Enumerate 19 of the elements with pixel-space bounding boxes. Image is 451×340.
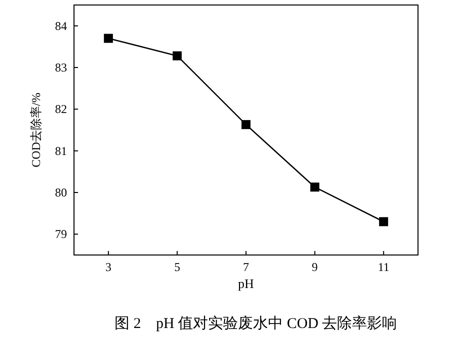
point (379, 217, 388, 226)
text: 图 2 pH 值对实验废水中 COD 去除率影响 (114, 315, 398, 332)
x-tick-label: 5 (174, 260, 180, 274)
y-tick-label: 83 (55, 60, 67, 74)
y-tick-label: 81 (55, 144, 67, 158)
point (310, 182, 320, 192)
y-axis-title: COD去除率/% (29, 92, 43, 168)
point (242, 120, 250, 130)
x-axis-title: pH (238, 276, 254, 291)
x-tick-label: 3 (105, 260, 112, 274)
x-tick-label: 11 (378, 260, 390, 274)
point (104, 34, 113, 43)
x-tick-label: 7 (243, 260, 249, 274)
point (172, 51, 182, 60)
y-tick-label: 82 (55, 102, 67, 116)
y-tick-label: 79 (55, 227, 67, 242)
y-tick-label: 80 (55, 186, 67, 200)
y-tick-label: 84 (55, 18, 67, 33)
x-tick-label: 9 (312, 260, 318, 274)
